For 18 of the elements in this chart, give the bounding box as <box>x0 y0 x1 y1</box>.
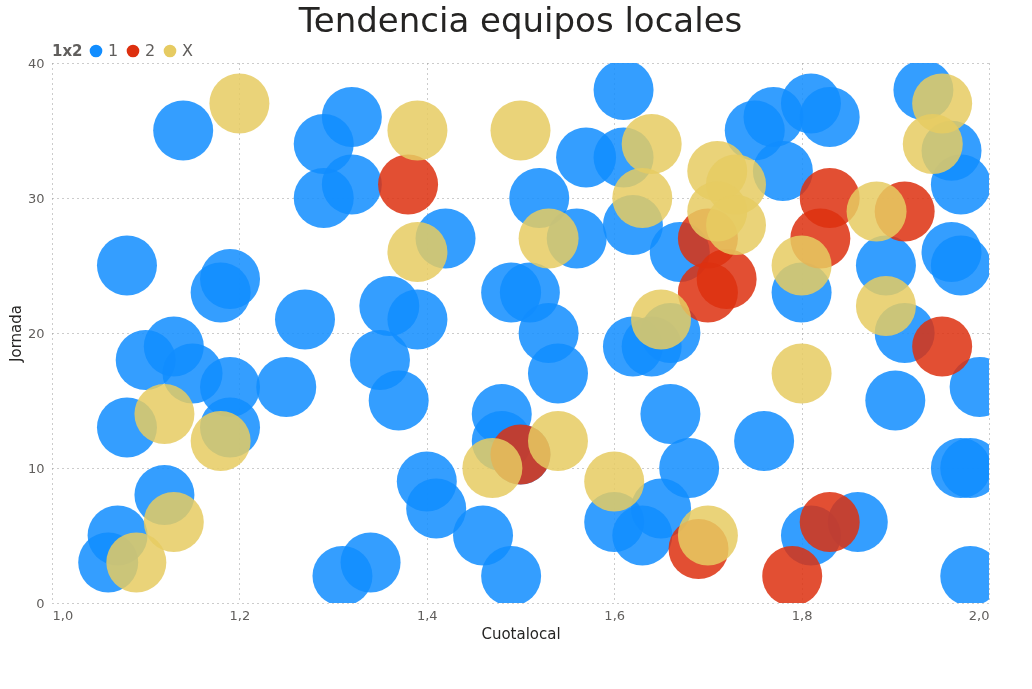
x-tick-label: 1,0 <box>52 607 74 623</box>
y-tick-label: 0 <box>36 595 45 611</box>
x-tick-label: 1,4 <box>416 607 438 623</box>
y-tick-label: 10 <box>27 460 45 476</box>
x-axis-title: Cuotalocal <box>481 624 561 643</box>
legend-title: 1x2 <box>52 42 83 60</box>
chart-title: Tendencia equipos locales <box>297 0 743 40</box>
x-tick-label: 1,2 <box>229 607 251 623</box>
legend-label: 2 <box>145 41 156 60</box>
legend-label: 1 <box>108 41 119 60</box>
y-tick-label: 30 <box>27 190 45 206</box>
y-tick-label: 40 <box>27 55 45 71</box>
legend-label: X <box>182 41 193 60</box>
x-tick-label: 2,0 <box>968 607 990 623</box>
x-tick-label: 1,8 <box>791 607 813 623</box>
x-tick-label: 1,6 <box>604 607 626 623</box>
y-tick-label: 20 <box>27 325 45 341</box>
y-axis-title: Jornada <box>6 305 25 363</box>
